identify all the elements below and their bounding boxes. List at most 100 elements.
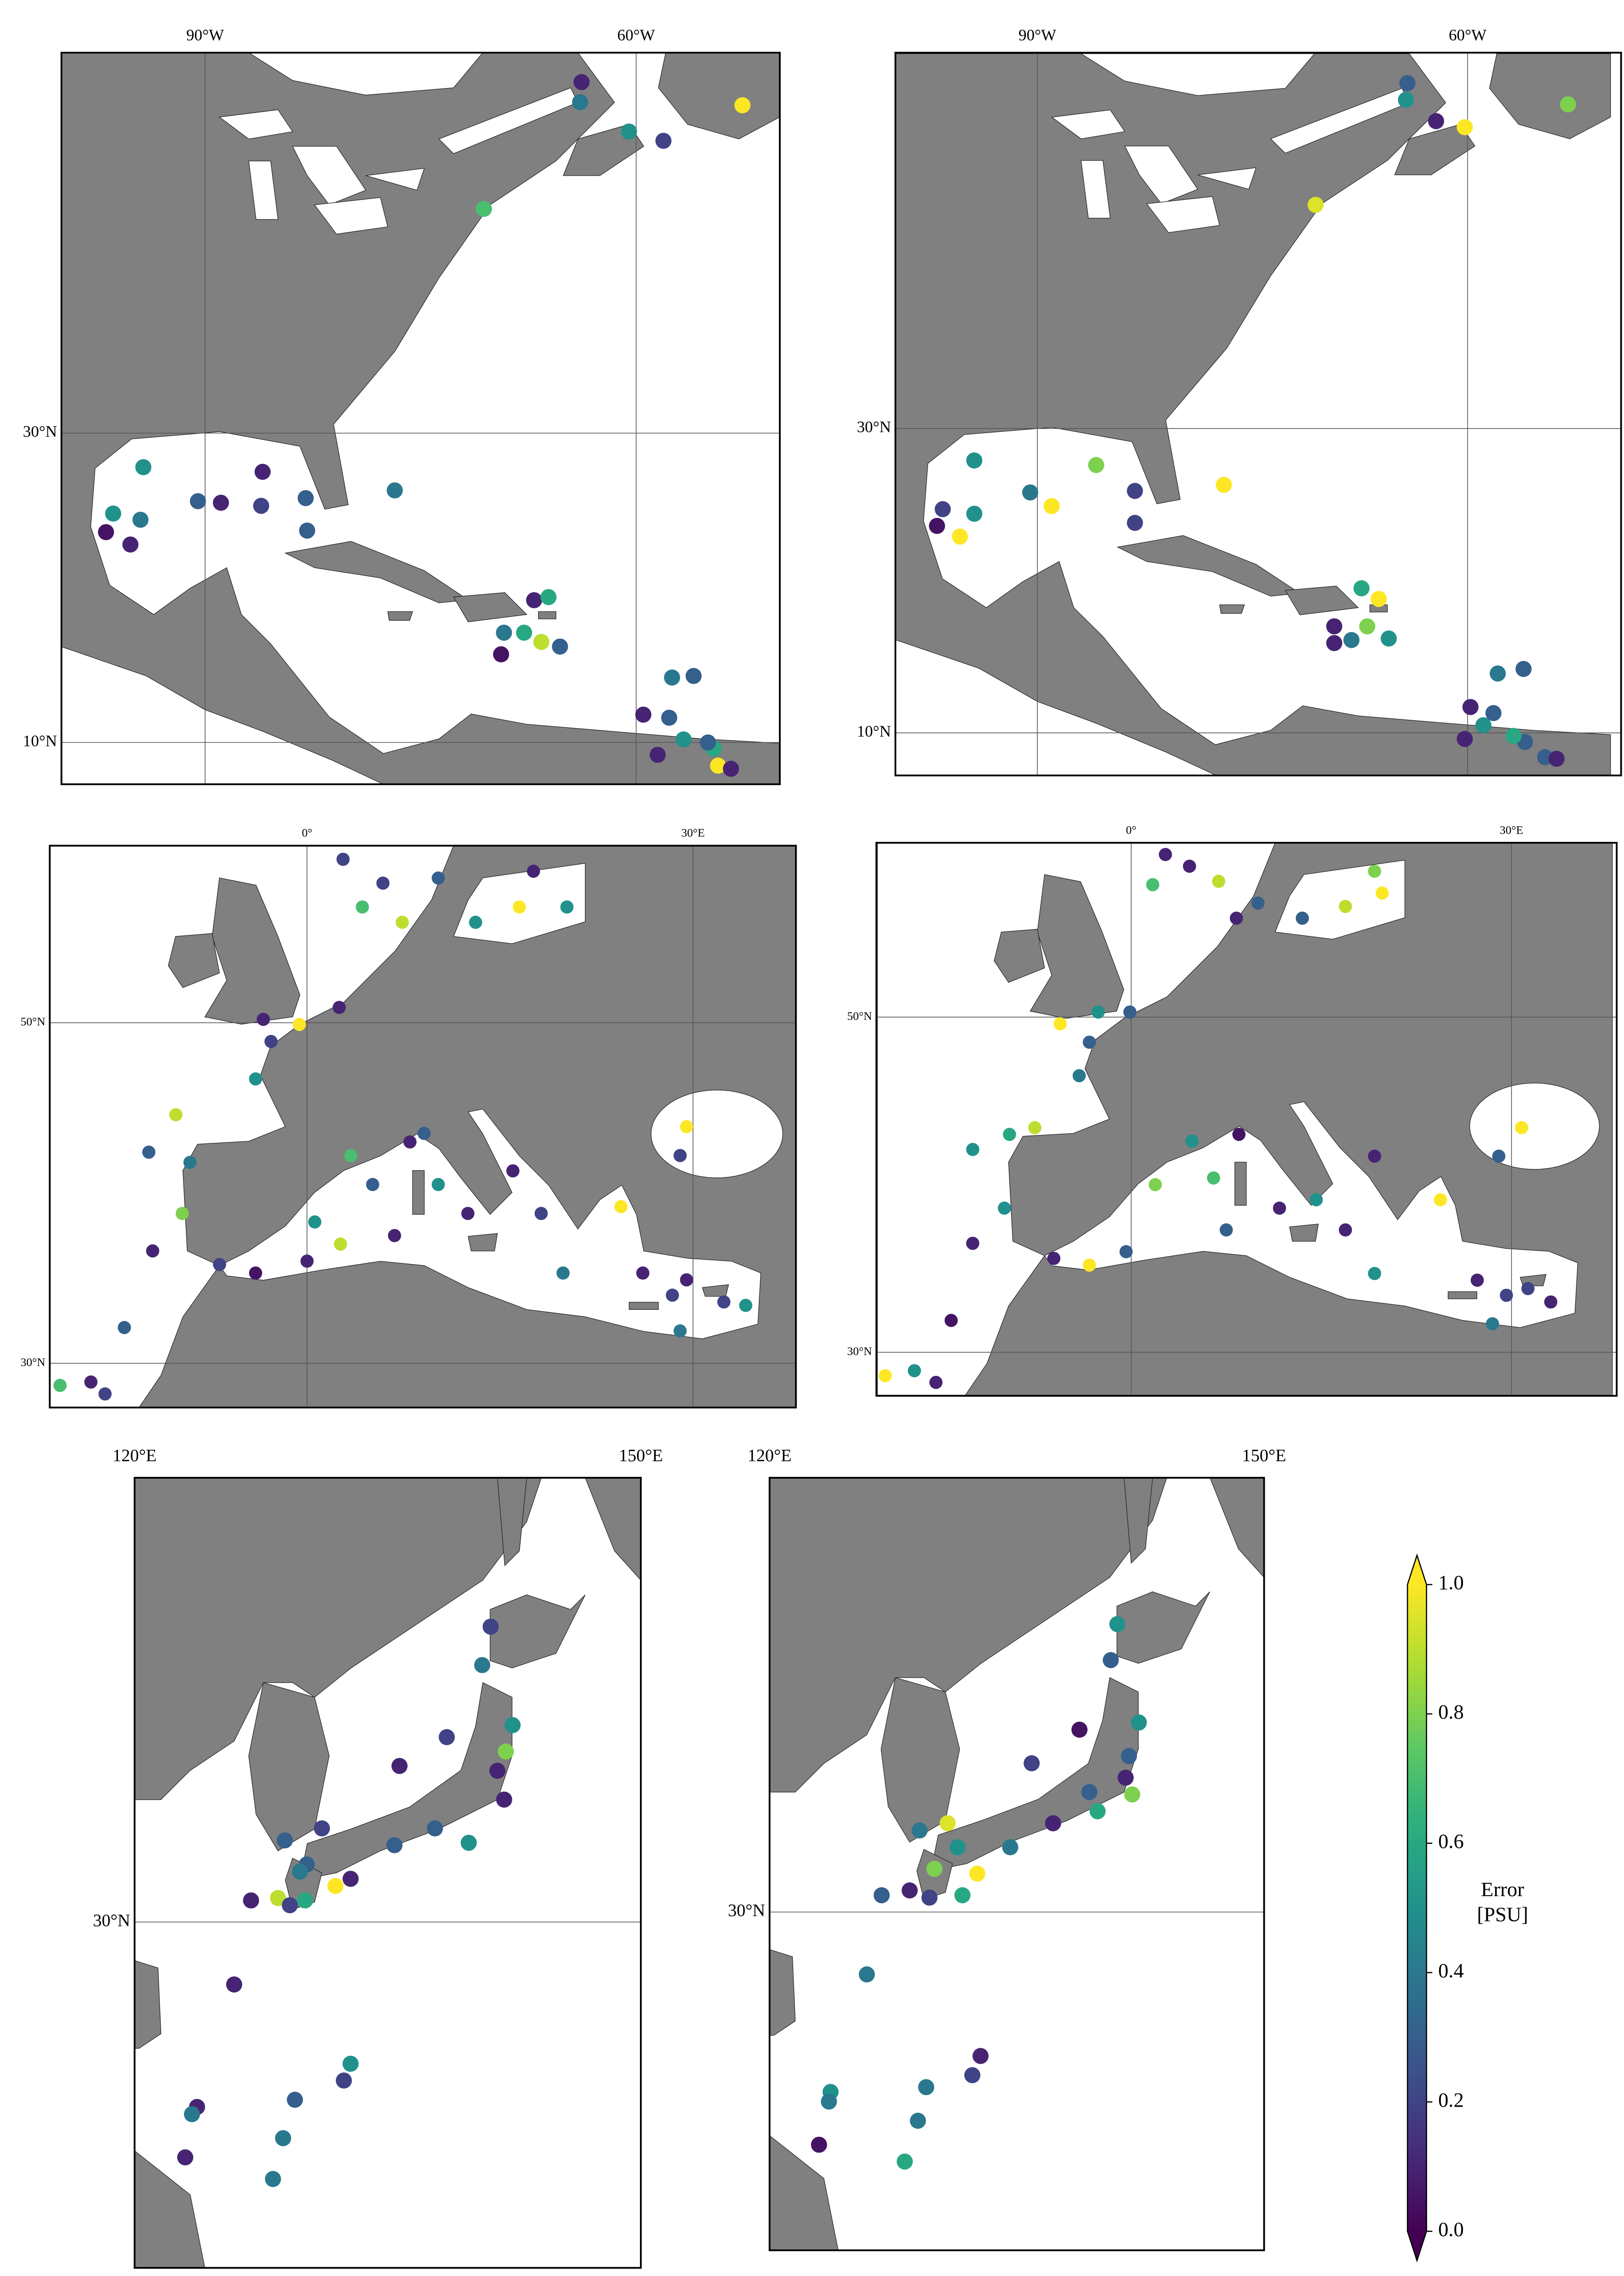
land	[877, 842, 1613, 1396]
lon-tick-label: 90°W	[1018, 26, 1057, 44]
lat-tick-label: 30°N	[21, 1355, 45, 1369]
station-point	[391, 1758, 408, 1774]
station-point	[376, 876, 390, 890]
station-point	[117, 1321, 131, 1334]
map-area	[876, 842, 1617, 1396]
station-point	[1045, 1815, 1062, 1831]
station-point	[1127, 483, 1143, 499]
station-point	[1219, 1223, 1233, 1237]
station-point	[264, 1035, 278, 1048]
station-point	[614, 1200, 628, 1213]
station-point	[493, 646, 509, 662]
map-frame	[61, 51, 781, 785]
map-frame	[768, 1477, 1265, 2251]
station-point	[277, 1832, 293, 1849]
station-point	[254, 463, 271, 480]
colorbar-extend-min	[1407, 2231, 1427, 2261]
station-point	[506, 1164, 520, 1178]
station-point	[1368, 864, 1381, 878]
station-point	[951, 529, 968, 545]
station-point	[177, 2149, 194, 2166]
station-point	[1212, 874, 1225, 888]
station-point	[1326, 618, 1342, 634]
station-point	[966, 506, 983, 522]
station-point	[811, 2137, 827, 2153]
station-point	[621, 123, 637, 140]
station-point	[1183, 859, 1196, 873]
station-point	[1044, 498, 1060, 514]
station-point	[1148, 1178, 1162, 1191]
lon-tick-label: 120°E	[112, 1446, 156, 1465]
station-point	[308, 1215, 322, 1229]
station-point	[146, 1244, 160, 1258]
station-point	[431, 871, 445, 885]
station-point	[949, 1839, 966, 1855]
station-point	[1326, 635, 1342, 651]
station-point	[1380, 630, 1397, 647]
map-frame	[133, 1477, 642, 2269]
station-point	[1475, 717, 1492, 734]
station-point	[723, 761, 739, 777]
station-point	[335, 2072, 352, 2089]
map-frame	[894, 51, 1622, 777]
station-point	[427, 1820, 443, 1836]
station-point	[344, 1149, 357, 1163]
station-point	[1368, 1267, 1381, 1280]
station-point	[680, 1120, 693, 1134]
station-point	[169, 1108, 183, 1122]
station-point	[664, 669, 680, 686]
station-point	[1023, 1755, 1040, 1771]
station-point	[1119, 1245, 1133, 1258]
station-point	[929, 518, 945, 534]
station-point	[1434, 1193, 1447, 1207]
lat-tick-label: 30°N	[728, 1901, 765, 1920]
station-point	[213, 495, 229, 511]
lat-tick-label: 30°N	[93, 1911, 130, 1930]
station-point	[1462, 699, 1479, 715]
station-point	[1207, 1171, 1220, 1185]
station-point	[403, 1135, 417, 1149]
station-point	[98, 524, 114, 540]
map-frame	[875, 842, 1618, 1397]
station-point	[572, 94, 589, 111]
station-point	[270, 1890, 286, 1906]
station-point	[1003, 1128, 1016, 1141]
station-point	[122, 536, 139, 553]
station-point	[560, 900, 574, 914]
lon-tick-label: 150°E	[1242, 1446, 1286, 1465]
station-point	[98, 1387, 112, 1401]
station-point	[1102, 1652, 1119, 1669]
station-point	[1339, 900, 1352, 913]
station-point	[1002, 1839, 1018, 1855]
station-point	[213, 1258, 226, 1271]
station-point	[661, 709, 678, 726]
station-point	[504, 1717, 521, 1733]
station-point	[1375, 886, 1389, 900]
station-point	[105, 505, 122, 522]
station-point	[1307, 196, 1324, 213]
station-point	[265, 2171, 281, 2187]
station-point	[1492, 1149, 1506, 1163]
figure-body: 90°W 60°W 10°N 30°N 90°W 60°W 10°N 30°N 0° 30°E 30…	[21, 26, 1622, 2269]
station-point	[717, 1295, 731, 1309]
station-point	[1158, 848, 1172, 861]
colorbar-body	[1407, 1584, 1427, 2231]
station-point	[183, 1156, 197, 1169]
station-point	[821, 2093, 837, 2110]
station-point	[1028, 1121, 1042, 1135]
station-point	[439, 1729, 455, 1745]
station-point	[84, 1375, 98, 1389]
lon-tick-label: 30°E	[1500, 823, 1523, 836]
station-point	[1216, 477, 1232, 493]
station-point	[388, 1229, 401, 1242]
station-point	[552, 638, 568, 655]
map-frame	[49, 845, 797, 1408]
station-point	[1273, 1202, 1286, 1215]
station-point	[527, 864, 540, 878]
station-point	[249, 1072, 262, 1086]
station-point	[386, 482, 403, 499]
station-point	[911, 1822, 928, 1839]
station-point	[175, 1207, 189, 1220]
station-point	[395, 916, 409, 929]
